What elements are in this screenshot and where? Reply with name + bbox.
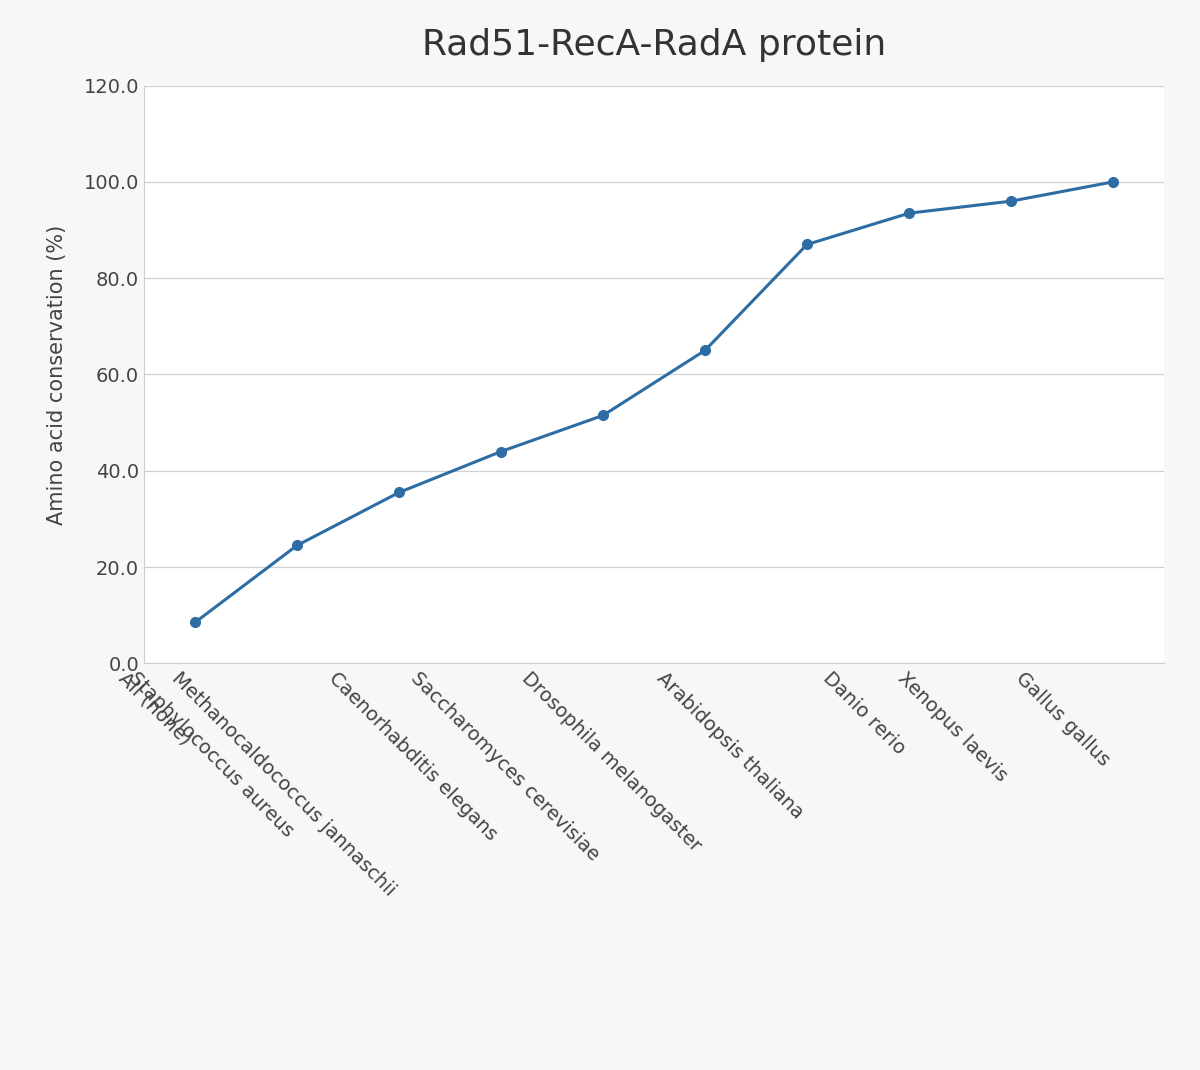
Title: Rad51-RecA-RadA protein: Rad51-RecA-RadA protein	[422, 28, 886, 62]
Y-axis label: Amino acid conservation (%): Amino acid conservation (%)	[47, 225, 67, 524]
